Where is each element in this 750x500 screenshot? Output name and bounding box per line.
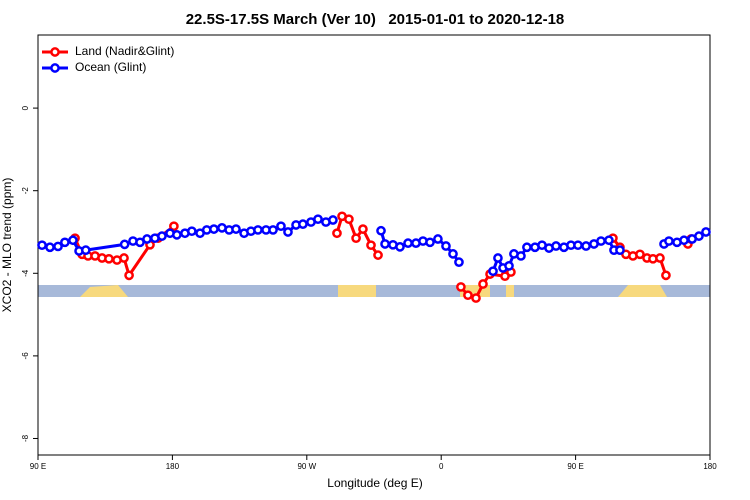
point <box>701 227 711 237</box>
point <box>186 226 197 237</box>
point <box>358 224 368 234</box>
point <box>253 225 263 235</box>
point <box>493 253 503 263</box>
point <box>655 253 665 263</box>
point <box>53 241 63 252</box>
point <box>403 238 413 248</box>
x-tick-label: 90 E <box>30 462 46 471</box>
y-axis-label: XCO2 - MLO trend (ppm) <box>0 178 14 313</box>
point <box>119 239 130 250</box>
point <box>231 224 241 234</box>
x-tick-label: 90 W <box>297 462 316 471</box>
point <box>454 257 464 267</box>
point <box>456 282 466 292</box>
point <box>425 237 435 248</box>
legend-label: Land (Nadir&Glint) <box>75 44 174 58</box>
x-tick-label: 180 <box>703 462 717 471</box>
point <box>104 253 114 264</box>
chart-title: 22.5S-17.5S March (Ver 10) 2015-01-01 to… <box>186 11 565 28</box>
x-tick-label: 0 <box>439 462 444 471</box>
point <box>373 250 383 260</box>
x-axis-label: Longitude (deg E) <box>327 476 422 490</box>
point <box>551 241 561 251</box>
point <box>351 233 361 244</box>
y-tick-label: -4 <box>21 269 30 277</box>
point <box>313 214 323 225</box>
point <box>209 224 219 234</box>
point <box>45 242 55 253</box>
point <box>694 231 704 241</box>
point <box>615 245 625 256</box>
legend-marker <box>50 47 60 57</box>
point <box>366 240 376 251</box>
point <box>573 240 583 251</box>
point <box>283 227 293 237</box>
point <box>172 230 182 240</box>
point <box>604 235 614 246</box>
point <box>119 253 129 263</box>
point <box>332 228 342 239</box>
point <box>635 249 645 260</box>
point <box>80 245 91 256</box>
point <box>169 221 179 232</box>
point <box>488 266 498 277</box>
point <box>60 237 70 248</box>
land-mask <box>38 285 710 297</box>
x-tick-label: 90 E <box>567 462 583 471</box>
point <box>516 251 526 261</box>
point <box>276 221 286 232</box>
x-tick-label: 180 <box>166 462 180 471</box>
point <box>395 242 405 252</box>
point <box>504 261 514 271</box>
point <box>298 219 308 229</box>
point <box>478 279 488 289</box>
legend-marker <box>50 63 60 73</box>
point <box>441 241 451 251</box>
point <box>142 234 152 244</box>
point <box>376 225 386 236</box>
point <box>679 235 689 246</box>
point <box>664 236 674 246</box>
y-tick-label: 0 <box>21 105 30 110</box>
point <box>37 240 47 251</box>
point <box>471 293 481 303</box>
point <box>596 236 606 246</box>
point <box>463 290 473 301</box>
y-tick-label: -6 <box>21 352 30 360</box>
y-tick-label: -8 <box>21 434 30 442</box>
point <box>268 225 278 235</box>
point <box>68 235 78 246</box>
point <box>380 239 390 249</box>
point <box>344 214 354 225</box>
point <box>433 234 443 244</box>
point <box>522 242 532 253</box>
point <box>448 249 458 259</box>
point <box>581 241 591 251</box>
y-tick-label: -2 <box>21 187 30 195</box>
point <box>124 270 134 281</box>
point <box>157 231 167 241</box>
point <box>328 215 338 225</box>
point <box>661 270 671 281</box>
legend-label: Ocean (Glint) <box>75 60 146 74</box>
